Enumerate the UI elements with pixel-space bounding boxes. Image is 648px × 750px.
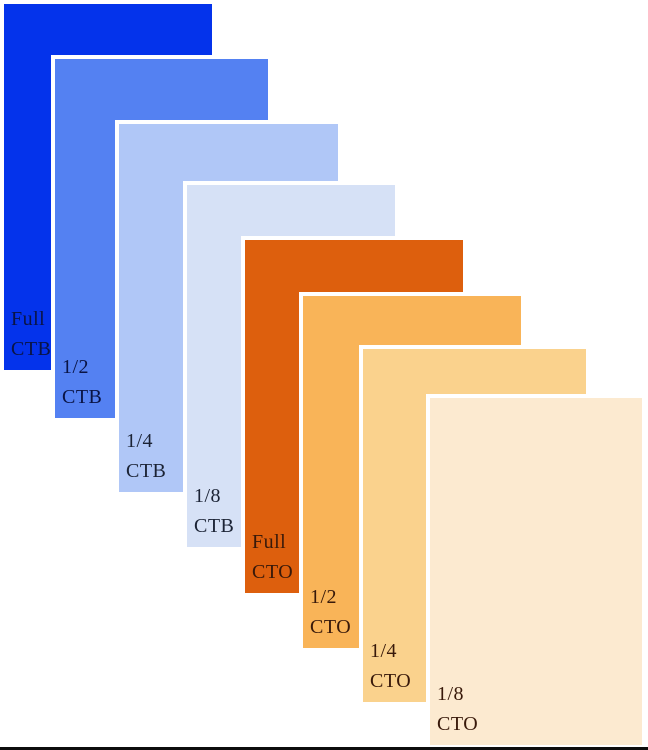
gel-type-label: CTB bbox=[126, 460, 167, 482]
gel-label: 1/8 CTO bbox=[437, 679, 478, 739]
gel-label: 1/4 CTB bbox=[126, 426, 166, 486]
gel-fraction-label: 1/4 bbox=[370, 640, 398, 662]
gel-label: 1/2 CTB bbox=[62, 352, 102, 412]
gel-label: 1/4 CTO bbox=[370, 636, 411, 696]
gel-type-label: CTO bbox=[370, 670, 412, 692]
gel-type-label: CTB bbox=[62, 386, 103, 408]
gel-fraction-label: 1/4 bbox=[126, 430, 154, 452]
gel-card-eighth-cto: 1/8 CTO bbox=[426, 394, 646, 749]
gel-type-label: CTO bbox=[252, 561, 294, 583]
gel-label: Full CTO bbox=[252, 527, 293, 587]
gel-label: 1/2 CTO bbox=[310, 582, 351, 642]
bottom-edge-line bbox=[0, 747, 648, 750]
gel-fraction-label: 1/2 bbox=[310, 586, 338, 608]
gel-type-label: CTO bbox=[437, 713, 479, 735]
gel-label: Full CTB bbox=[11, 304, 51, 364]
gel-fraction-label: Full bbox=[11, 308, 46, 330]
gel-label: 1/8 CTB bbox=[194, 481, 234, 541]
gel-type-label: CTB bbox=[194, 515, 235, 537]
gel-fraction-label: 1/8 bbox=[437, 683, 465, 705]
gel-fraction-label: Full bbox=[252, 531, 287, 553]
gel-fraction-label: 1/8 bbox=[194, 485, 222, 507]
gel-type-label: CTB bbox=[11, 338, 52, 360]
gel-fraction-label: 1/2 bbox=[62, 356, 90, 378]
gel-type-label: CTO bbox=[310, 616, 352, 638]
